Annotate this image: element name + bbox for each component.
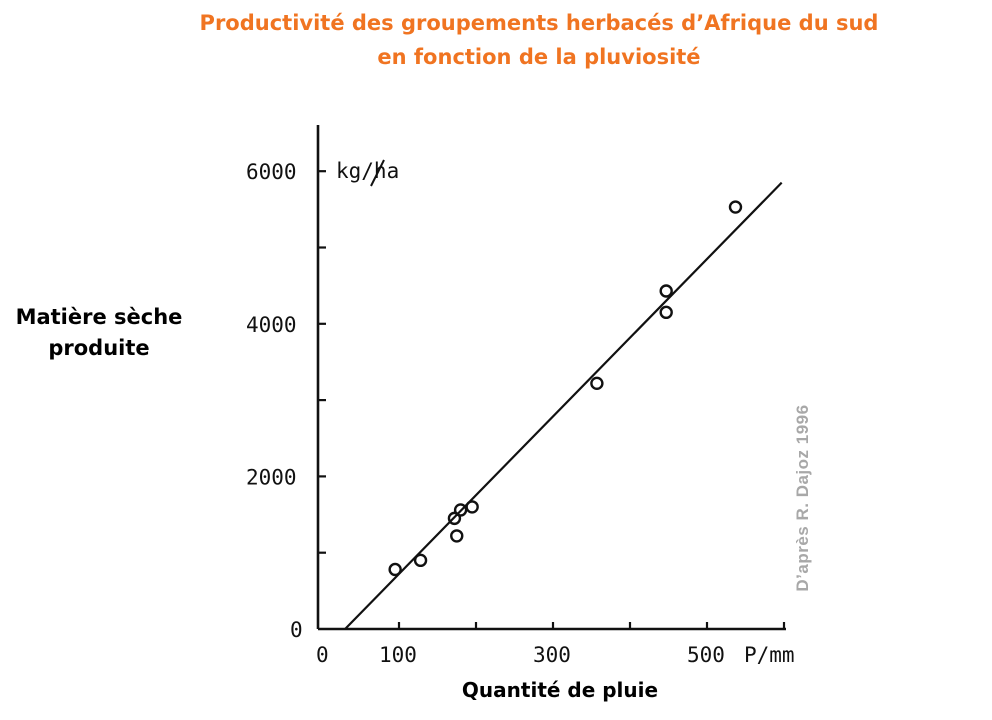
data-point [465, 500, 479, 514]
data-point [447, 511, 462, 526]
data-points [388, 200, 743, 577]
y-tick-label: 6000 [246, 160, 297, 184]
x-axis-ticks: 0 100 300 500 [316, 622, 786, 667]
data-point [413, 553, 428, 568]
y-tick-label: 2000 [246, 465, 297, 489]
regression-line [344, 181, 783, 630]
x-tick-label: 300 [533, 643, 571, 667]
unit-slash-mark [370, 159, 385, 187]
data-point [453, 503, 468, 517]
y-axis-ticks: 0 2000 4000 6000 [246, 160, 326, 642]
y-tick-label: 4000 [246, 313, 297, 337]
data-point [659, 305, 673, 320]
chart-title-line2: en fonction de la pluviosité [377, 45, 701, 69]
data-point [450, 529, 464, 543]
x-unit-label: P/mm [744, 643, 795, 667]
chart-title-line1: Productivité des groupements herbacés d’… [199, 11, 879, 35]
x-tick-label: 100 [379, 643, 417, 667]
x-tick-label: 500 [687, 643, 725, 667]
axes [316, 125, 786, 631]
y-axis-label: Matière sèche produite [15, 305, 183, 360]
data-point [590, 376, 604, 391]
data-point [659, 284, 673, 298]
y-unit-label: kg/ha [336, 159, 399, 183]
x-tick-label: 0 [316, 643, 329, 667]
axis-units: kg/ha P/mm [336, 159, 795, 667]
data-point [388, 562, 402, 577]
x-axis-label: Quantité de pluie [461, 678, 659, 702]
y-tick-label: 0 [290, 618, 303, 642]
data-point [728, 200, 743, 214]
